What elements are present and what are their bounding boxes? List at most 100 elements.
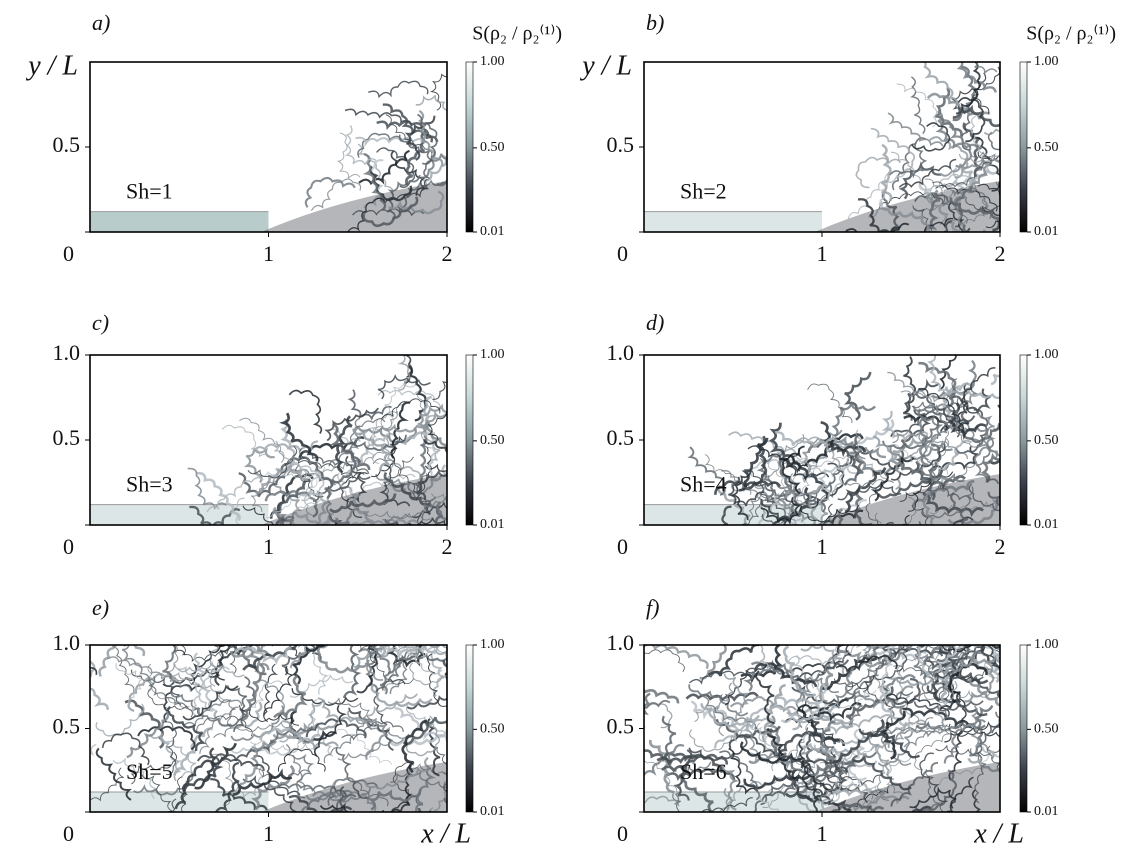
vortex-filament [355, 645, 362, 646]
vortex-filament [974, 645, 975, 646]
y-tick-label: 0.5 [607, 714, 635, 739]
vortex-filament [344, 108, 413, 127]
vortex-filament [945, 776, 974, 812]
vortex-filament [432, 380, 447, 400]
vortex-filament [112, 645, 135, 693]
vortex-filament [342, 645, 362, 699]
vortex-filament [346, 508, 360, 525]
vortex-filament [795, 454, 814, 504]
vortex-filament [738, 437, 769, 492]
colorbar [1019, 354, 1028, 526]
vortex-filament [406, 705, 447, 734]
colorbar-tick-label: 0.01 [480, 224, 505, 239]
vortex-filament [126, 710, 170, 759]
vortex-filament [858, 728, 920, 759]
vortex-filament [910, 645, 912, 646]
vortex-filament [987, 131, 1000, 151]
vortex-filament [977, 183, 1000, 229]
vortex-filament [820, 761, 874, 800]
vortex-filament [780, 755, 849, 773]
vortex-filament [417, 113, 438, 165]
vortex-filament [857, 198, 900, 232]
colorbar-tick-label: 0.50 [480, 722, 505, 737]
vortex-filament [747, 445, 809, 474]
vortex-filament [798, 738, 834, 791]
vortex-filament [241, 663, 266, 722]
x-tick-label: 2 [995, 241, 1006, 266]
vortex-filament [914, 724, 951, 771]
vortex-filament [316, 645, 370, 674]
vortex-filament [932, 161, 990, 189]
y-tick-label: 0.5 [53, 425, 81, 450]
vortex-filament [955, 62, 981, 115]
y-tick-label: 0.5 [53, 714, 81, 739]
vortex-filament [644, 743, 685, 778]
vortex-filament [95, 703, 145, 737]
vortex-filament [974, 62, 998, 75]
y-tick-label: 1.0 [607, 340, 635, 365]
vortex-filament [363, 510, 433, 521]
colorbar [465, 354, 474, 526]
vortex-filament [713, 682, 735, 737]
vortex-filament [405, 715, 440, 757]
vortex-filament [382, 496, 447, 522]
mixing-layer [814, 474, 1000, 525]
panel-label: f) [646, 595, 659, 620]
vortex-filament [955, 155, 994, 207]
vortex-filament [427, 410, 447, 442]
vortex-filament [910, 440, 969, 462]
vortex-filament [352, 208, 424, 217]
vortex-filament [386, 174, 421, 221]
vortex-filament [935, 645, 937, 646]
vortex-filament [987, 745, 1000, 773]
vortex-filament [666, 768, 736, 782]
vortex-filament [700, 703, 760, 728]
annotation: Sh=5 [126, 759, 173, 784]
vortex-filament [846, 782, 900, 812]
vortex-filament [390, 150, 428, 196]
vortex-filament [741, 522, 747, 525]
flow-field [90, 645, 447, 812]
vortex-filament [920, 414, 944, 462]
vortex-filament [98, 645, 146, 677]
vortex-filament [818, 689, 877, 713]
vortex-filament [807, 484, 829, 525]
vortex-filament [854, 487, 873, 525]
vortex-filament [335, 746, 368, 799]
x-axis-label: x / L [973, 818, 1024, 849]
vortex-filament [383, 645, 443, 675]
vortex-filament [899, 463, 950, 502]
vortex-filament [835, 655, 898, 673]
vortex-filament [918, 387, 965, 433]
vortex-filament [339, 785, 347, 812]
vortex-filament [827, 780, 884, 802]
vortex-filament [774, 430, 838, 449]
vortex-filament [899, 462, 965, 483]
vortex-filament [882, 645, 884, 646]
vortex-filament [878, 201, 938, 232]
vortex-filament [356, 143, 394, 195]
vortex-filament [390, 401, 411, 459]
vortex-filament [714, 717, 775, 749]
vortex-filament [719, 750, 761, 801]
vortex-filament [975, 719, 1000, 765]
colorbar-tick-label: 0.50 [1034, 433, 1059, 448]
vortex-filament [874, 496, 917, 525]
vortex-filament [866, 645, 913, 688]
vortex-filament [927, 645, 971, 660]
vortex-filament [323, 718, 373, 764]
vortex-filament [247, 445, 298, 479]
vortex-filament [987, 491, 1000, 507]
vortex-filament [887, 112, 944, 147]
vortex-filament [781, 445, 805, 495]
vortex-filament [830, 802, 885, 812]
vortex-filament [880, 143, 893, 202]
vortex-filament [193, 652, 216, 712]
vortex-filament [320, 645, 322, 646]
vortex-filament [95, 747, 133, 801]
vortex-filament [196, 754, 265, 771]
annotation: Sh=1 [126, 179, 173, 204]
vortex-filament [890, 761, 939, 807]
colorbar-tick-label: 0.01 [1034, 224, 1059, 239]
vortex-filament [389, 718, 447, 747]
